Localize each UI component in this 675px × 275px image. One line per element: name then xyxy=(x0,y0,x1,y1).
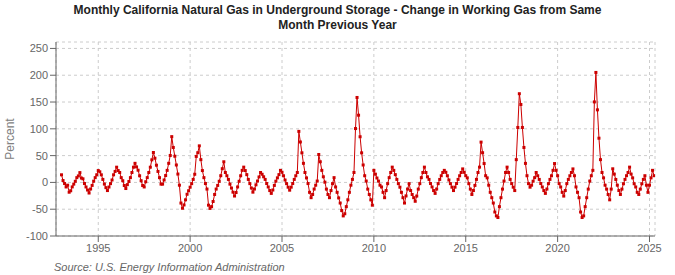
svg-text:2005: 2005 xyxy=(270,242,294,254)
html-text:Monthly California Natural Gas: Monthly California Natural Gas in Underg… xyxy=(73,3,602,17)
svg-text:2010: 2010 xyxy=(362,242,386,254)
svg-text:2000: 2000 xyxy=(178,242,202,254)
svg-text:2015: 2015 xyxy=(454,242,478,254)
svg-text:100: 100 xyxy=(30,123,48,135)
svg-text:50: 50 xyxy=(36,150,48,162)
svg-text:-50: -50 xyxy=(32,203,48,215)
svg-text:200: 200 xyxy=(30,69,48,81)
html-text:Source: U.S. Energy Informatio: Source: U.S. Energy Information Administ… xyxy=(54,261,285,273)
svg-text:2020: 2020 xyxy=(545,242,569,254)
svg-text:1995: 1995 xyxy=(86,242,110,254)
svg-text:250: 250 xyxy=(30,42,48,54)
svg-text:150: 150 xyxy=(30,96,48,108)
html-text:Month Previous Year: Month Previous Year xyxy=(278,18,397,32)
svg-text:2025: 2025 xyxy=(637,242,661,254)
svg-text:Percent: Percent xyxy=(8,118,17,160)
svg-text:-100: -100 xyxy=(26,230,48,242)
svg-text:0: 0 xyxy=(42,176,48,188)
